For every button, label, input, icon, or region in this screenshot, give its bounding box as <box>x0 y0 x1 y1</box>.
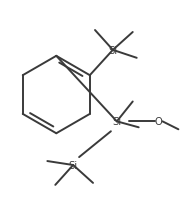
Text: O: O <box>155 117 162 127</box>
Text: Si: Si <box>69 160 78 170</box>
Text: Si: Si <box>112 117 121 127</box>
Text: Si: Si <box>108 46 117 56</box>
